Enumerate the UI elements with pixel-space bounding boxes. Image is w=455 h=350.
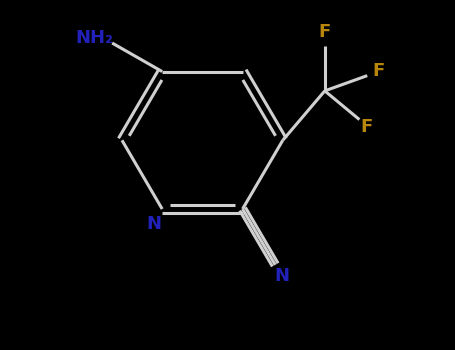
Text: N: N	[274, 267, 289, 285]
Text: NH₂: NH₂	[76, 29, 113, 47]
Text: F: F	[360, 118, 373, 135]
Text: F: F	[372, 62, 384, 80]
Text: F: F	[318, 23, 331, 41]
Text: N: N	[146, 215, 161, 233]
